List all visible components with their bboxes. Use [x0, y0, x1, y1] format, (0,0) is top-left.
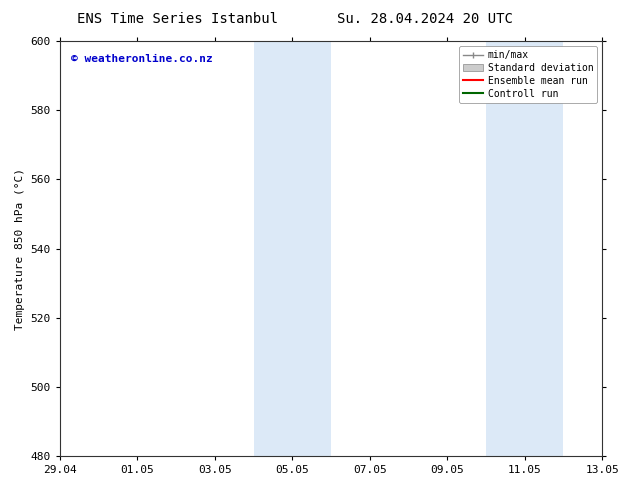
Y-axis label: Temperature 850 hPa (°C): Temperature 850 hPa (°C) [15, 168, 25, 330]
Text: © weatheronline.co.nz: © weatheronline.co.nz [70, 54, 212, 64]
Legend: min/max, Standard deviation, Ensemble mean run, Controll run: min/max, Standard deviation, Ensemble me… [460, 46, 597, 102]
Text: ENS Time Series Istanbul: ENS Time Series Istanbul [77, 12, 278, 26]
Text: Su. 28.04.2024 20 UTC: Su. 28.04.2024 20 UTC [337, 12, 513, 26]
Bar [486, 41, 564, 456]
Bar [254, 41, 331, 456]
